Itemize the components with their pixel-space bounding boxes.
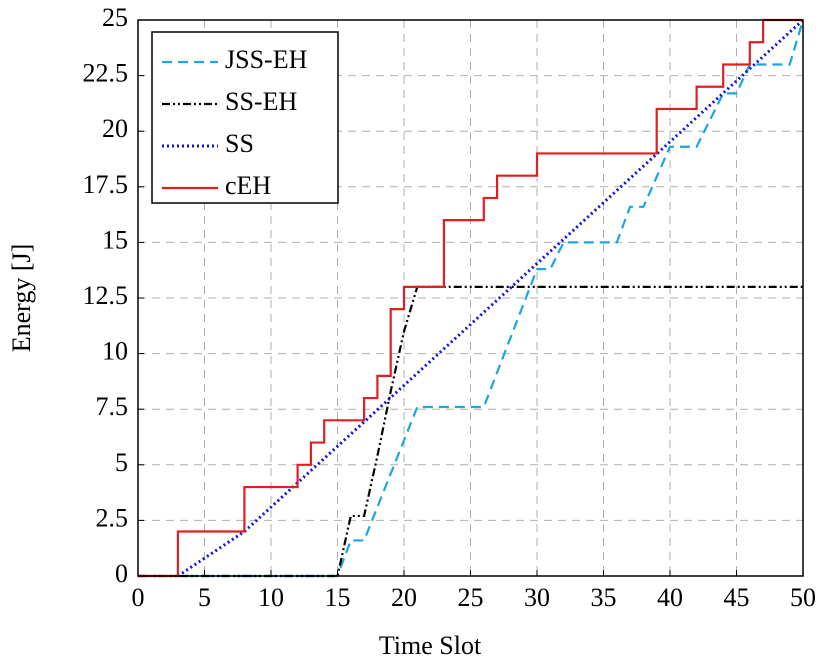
legend-label: JSS-EH: [225, 45, 308, 74]
x-tick-label: 25: [458, 583, 484, 612]
y-tick-label: 10: [102, 337, 128, 366]
x-tick-label: 15: [325, 583, 351, 612]
y-tick-label: 0: [115, 559, 128, 588]
y-tick-label: 5: [115, 448, 128, 477]
x-tick-label: 30: [524, 583, 550, 612]
legend-label: cEH: [225, 171, 271, 200]
x-tick-label: 10: [258, 583, 284, 612]
x-tick-label: 40: [657, 583, 683, 612]
x-tick-label: 0: [132, 583, 145, 612]
y-tick-label: 15: [102, 225, 128, 254]
y-tick-label: 7.5: [96, 392, 129, 421]
series-line: [138, 285, 803, 578]
x-tick-label: 50: [790, 583, 816, 612]
y-tick-label: 25: [102, 3, 128, 32]
y-tick-label: 22.5: [83, 59, 129, 88]
series-line: [138, 18, 803, 578]
x-axis-title: Time Slot: [379, 631, 482, 660]
legend-label: SS-EH: [225, 87, 297, 116]
y-tick-label: 12.5: [83, 281, 129, 310]
x-tick-label: 45: [724, 583, 750, 612]
x-tick-label: 20: [391, 583, 417, 612]
legend-label: SS: [225, 129, 254, 158]
y-axis-title: Energy [J]: [7, 244, 36, 353]
series-line: [138, 19, 803, 578]
x-tick-label: 5: [198, 583, 211, 612]
y-tick-label: 17.5: [83, 170, 129, 199]
legend-box: [151, 31, 339, 204]
plot-frame: [137, 19, 804, 577]
y-tick-label: 20: [102, 114, 128, 143]
x-tick-label: 35: [591, 583, 617, 612]
y-tick-label: 2.5: [96, 503, 129, 532]
